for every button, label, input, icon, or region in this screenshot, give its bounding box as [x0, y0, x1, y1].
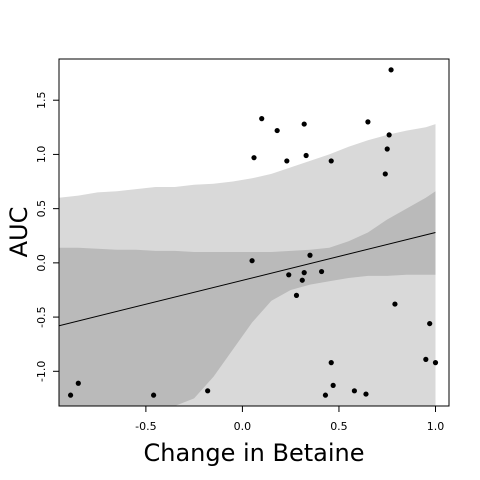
data-point-16 — [307, 252, 313, 258]
data-point-26 — [384, 146, 390, 152]
data-point-30 — [423, 356, 429, 362]
data-point-32 — [432, 360, 439, 366]
regression-line — [59, 232, 436, 327]
data-point-15 — [303, 152, 309, 159]
y-axis: -1.0 -0.5 0.0 0.5 1.0 1.5 — [35, 91, 59, 382]
data-point-14 — [301, 121, 307, 127]
data-point-8 — [274, 127, 280, 134]
data-point-10 — [286, 272, 292, 278]
data-point-1 — [67, 392, 74, 398]
data-point-23 — [363, 391, 369, 397]
data-point-19 — [328, 158, 334, 164]
data-point-2 — [75, 380, 81, 386]
data-point-28 — [388, 67, 394, 73]
data-point-4 — [205, 388, 211, 394]
data-point-3 — [151, 392, 157, 398]
data-point-9 — [284, 158, 290, 164]
x-axis: -0.5 0.0 0.5 1.0 — [135, 406, 444, 433]
data-point-17 — [318, 268, 325, 275]
x-tick-label: 1.0 — [427, 420, 445, 433]
data-point-12 — [299, 277, 305, 283]
x-tick-label: 0.5 — [330, 420, 348, 433]
y-tick-label: 1.0 — [35, 146, 48, 164]
data-point-22 — [351, 388, 357, 394]
data-point-29 — [392, 301, 398, 307]
x-tick-label: -0.5 — [135, 420, 156, 433]
data-point-25 — [382, 171, 388, 177]
data-point-5 — [249, 258, 255, 264]
y-tick-label: 1.5 — [35, 91, 48, 109]
x-tick-label: 0.0 — [234, 420, 252, 433]
data-point-18 — [322, 392, 329, 398]
data-point-7 — [259, 116, 265, 122]
y-tick-label: 0.5 — [35, 200, 48, 218]
y-tick-label: -0.5 — [35, 306, 48, 327]
y-tick-label: -1.0 — [35, 361, 48, 382]
data-point-6 — [251, 155, 257, 161]
data-point-31 — [427, 320, 433, 327]
data-point-13 — [301, 270, 307, 276]
inner-confidence-band — [59, 191, 436, 406]
x-axis-title: Change in Betaine — [143, 439, 364, 467]
plot-area — [59, 67, 439, 406]
data-point-11 — [293, 292, 300, 298]
data-point-21 — [330, 382, 336, 388]
data-points — [67, 67, 439, 398]
data-point-24 — [365, 119, 371, 125]
plot-frame — [58, 58, 450, 407]
data-point-27 — [386, 132, 392, 138]
y-tick-label: 0.0 — [35, 254, 48, 272]
y-axis-title: AUC — [5, 207, 33, 258]
data-point-20 — [328, 360, 334, 366]
